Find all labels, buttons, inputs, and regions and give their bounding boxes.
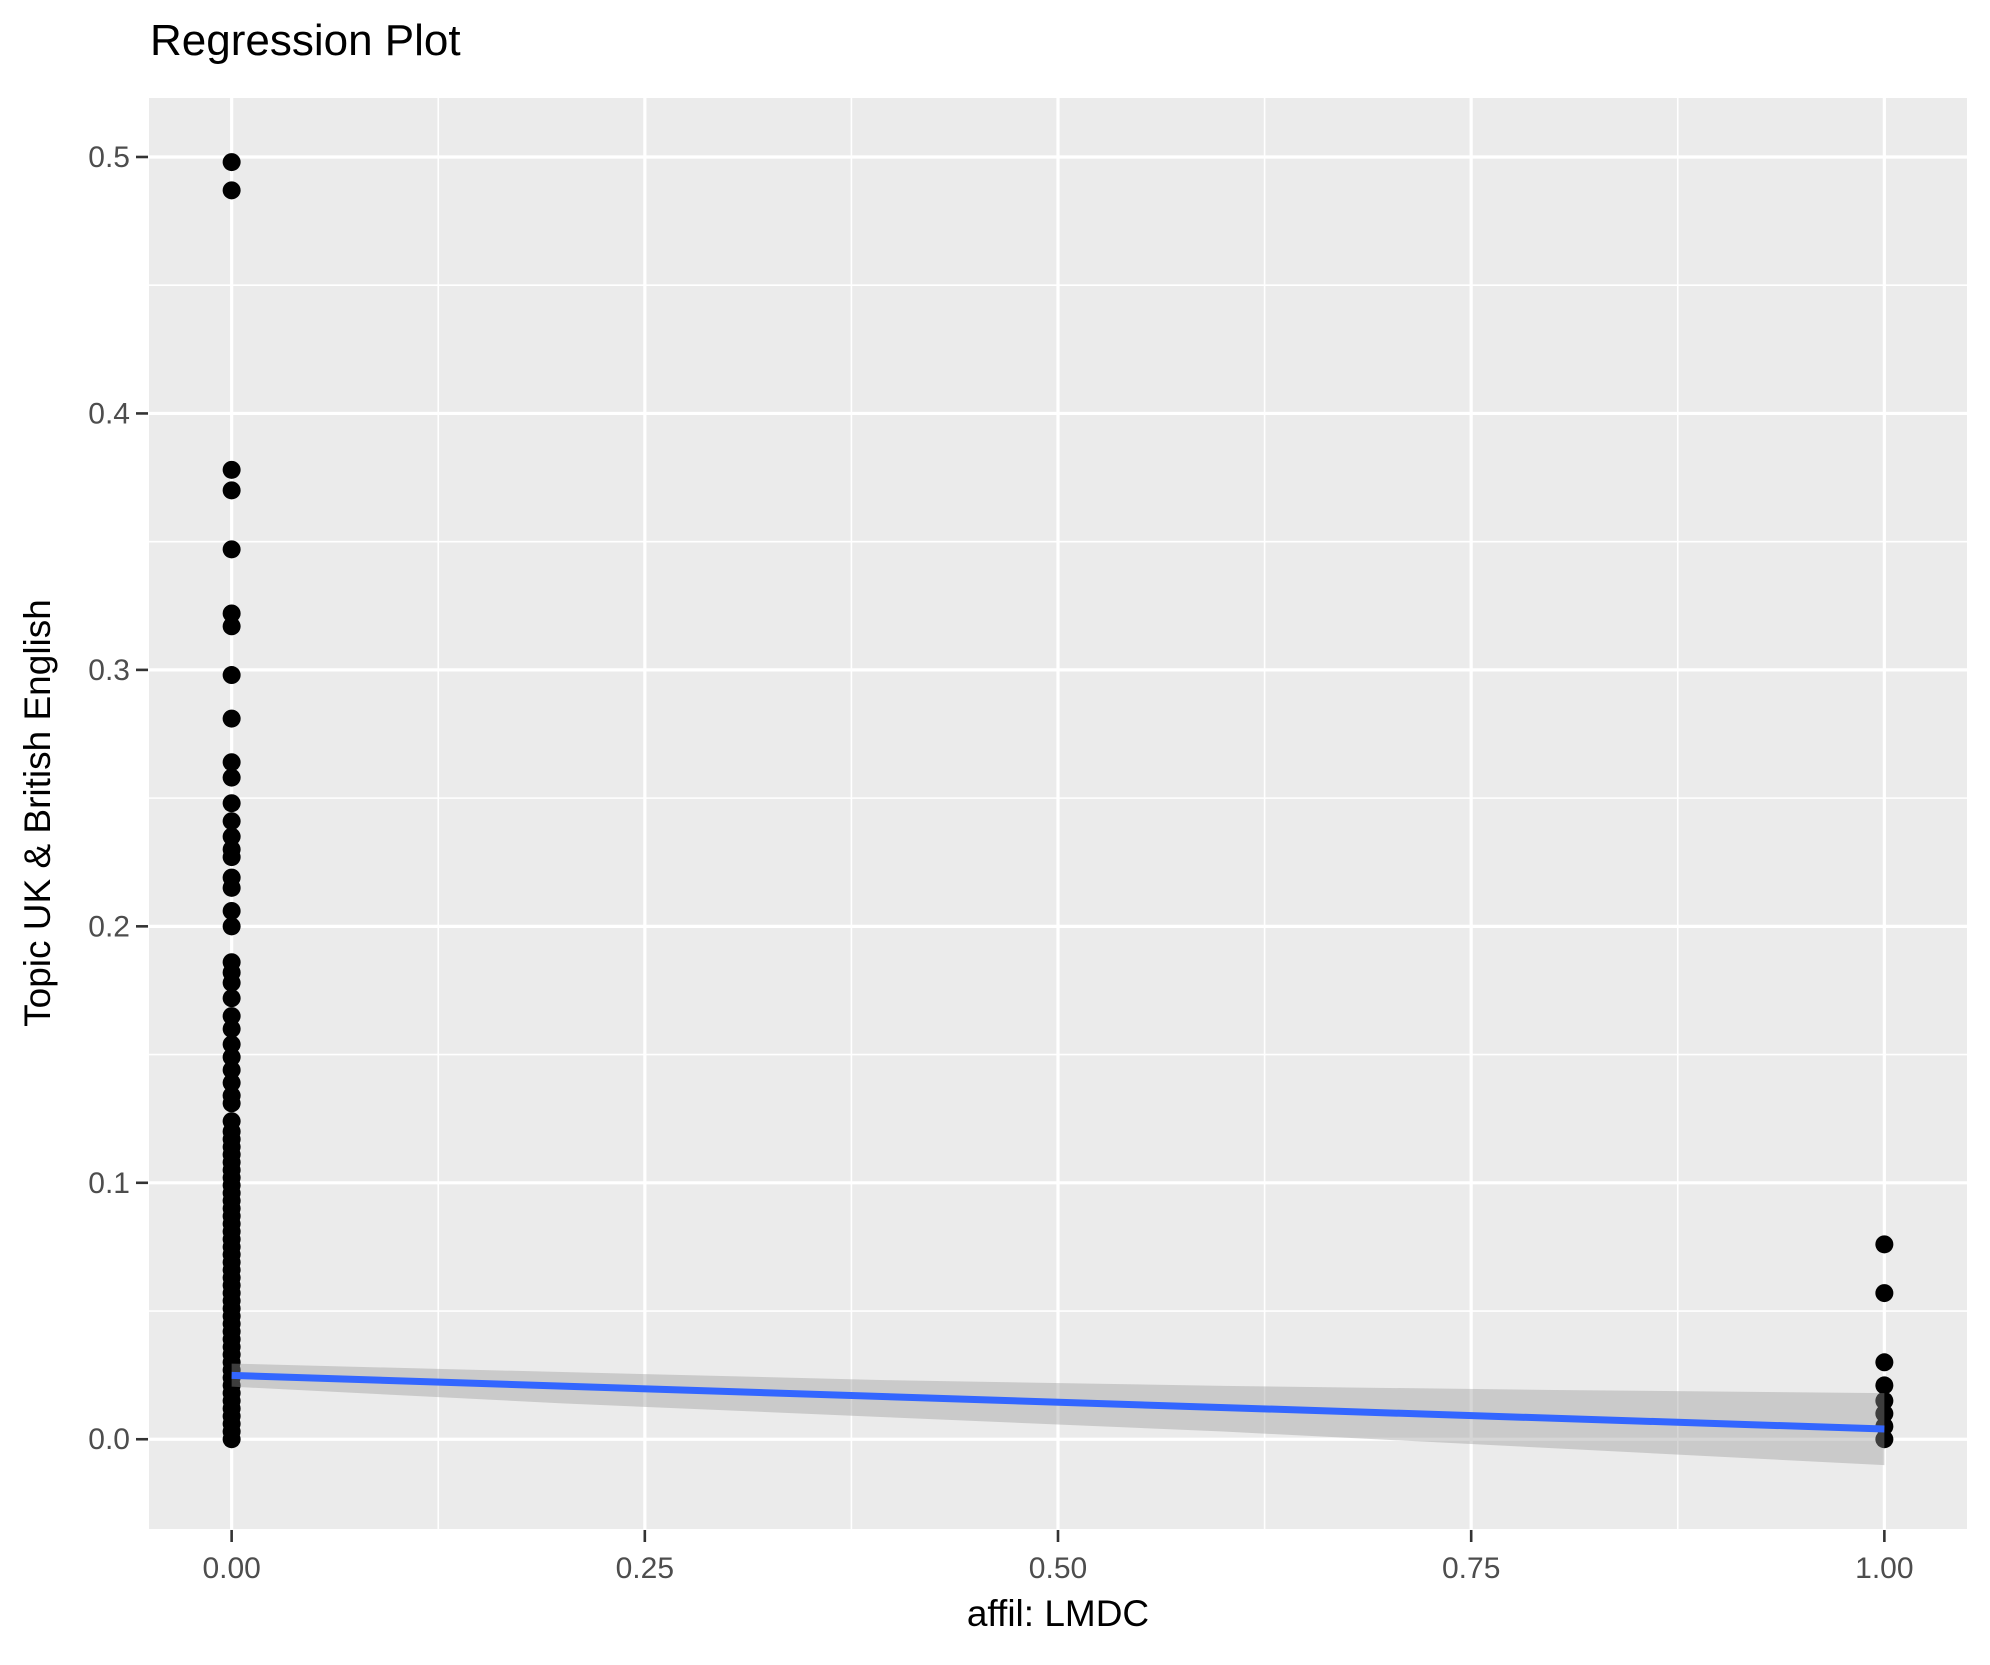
data-point	[222, 917, 241, 936]
data-point	[222, 753, 241, 772]
data-point	[1875, 1353, 1894, 1372]
x-tick-label: 0.25	[616, 1552, 674, 1585]
y-axis-tick-labels: 0.0 0.1 0.2 0.3 0.4 0.5	[88, 141, 130, 1456]
x-tick-label: 0.75	[1442, 1552, 1500, 1585]
data-point	[1875, 1284, 1894, 1303]
data-point	[1875, 1235, 1894, 1254]
data-point	[222, 1019, 241, 1038]
y-tick-label: 0.0	[88, 1423, 130, 1456]
data-point	[222, 812, 241, 831]
y-tick-label: 0.5	[88, 141, 130, 174]
y-tick-label: 0.2	[88, 910, 130, 943]
data-point	[222, 1430, 241, 1449]
data-point	[222, 827, 241, 846]
data-point	[222, 1073, 241, 1092]
x-axis-tick-labels: 0.00 0.25 0.50 0.75 1.00	[202, 1552, 1913, 1585]
data-point	[1875, 1430, 1894, 1449]
data-point	[222, 768, 241, 787]
data-point	[222, 878, 241, 897]
data-point	[1875, 1376, 1894, 1395]
data-point	[1875, 1391, 1894, 1410]
x-tick-label: 0.50	[1029, 1552, 1087, 1585]
data-point	[222, 1094, 241, 1113]
data-point	[222, 460, 241, 479]
y-tick-label: 0.3	[88, 654, 130, 687]
data-point	[222, 1060, 241, 1079]
data-point	[222, 989, 241, 1008]
data-point	[222, 153, 241, 172]
data-point	[222, 901, 241, 920]
scatter-points	[222, 153, 1894, 1449]
y-axis-title: Topic UK & British English	[17, 599, 58, 1027]
data-point	[222, 973, 241, 992]
data-point	[222, 604, 241, 623]
data-point	[222, 1048, 241, 1067]
data-point	[222, 1035, 241, 1054]
x-axis-title: affil: LMDC	[966, 1593, 1150, 1634]
data-point	[222, 1007, 241, 1026]
data-point	[1875, 1404, 1894, 1423]
x-tick-label: 0.00	[202, 1552, 260, 1585]
data-point	[222, 794, 241, 813]
data-point	[222, 617, 241, 636]
data-point	[222, 481, 241, 500]
y-tick-label: 0.1	[88, 1167, 130, 1200]
regression-line-path	[231, 1371, 1885, 1433]
data-point	[222, 666, 241, 685]
regression-line	[231, 1371, 1885, 1433]
y-tick-label: 0.4	[88, 397, 130, 430]
data-point	[222, 540, 241, 559]
x-tick-label: 1.00	[1855, 1552, 1913, 1585]
axis-tick-marks	[136, 155, 1886, 1542]
data-point	[222, 848, 241, 867]
data-point	[222, 181, 241, 200]
data-point	[222, 709, 241, 728]
plot-title: Regression Plot	[150, 16, 461, 65]
